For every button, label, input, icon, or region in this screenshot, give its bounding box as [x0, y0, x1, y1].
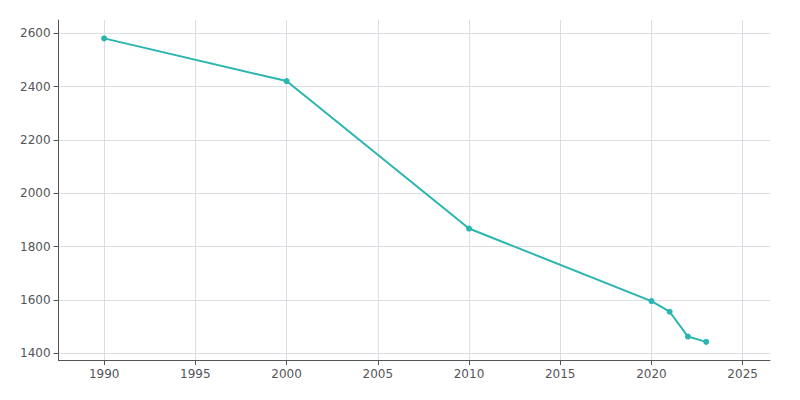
svg-text:2010: 2010 [454, 367, 485, 381]
svg-text:2400: 2400 [20, 80, 51, 94]
svg-text:1990: 1990 [89, 367, 120, 381]
svg-text:2600: 2600 [20, 26, 51, 40]
svg-text:1800: 1800 [20, 240, 51, 254]
svg-text:2015: 2015 [545, 367, 576, 381]
svg-text:2005: 2005 [363, 367, 394, 381]
svg-text:2000: 2000 [271, 367, 302, 381]
svg-text:1995: 1995 [180, 367, 211, 381]
svg-text:1600: 1600 [20, 293, 51, 307]
svg-text:2025: 2025 [727, 367, 758, 381]
svg-text:2020: 2020 [636, 367, 667, 381]
svg-text:1400: 1400 [20, 346, 51, 360]
svg-text:2000: 2000 [20, 186, 51, 200]
svg-text:2200: 2200 [20, 133, 51, 147]
